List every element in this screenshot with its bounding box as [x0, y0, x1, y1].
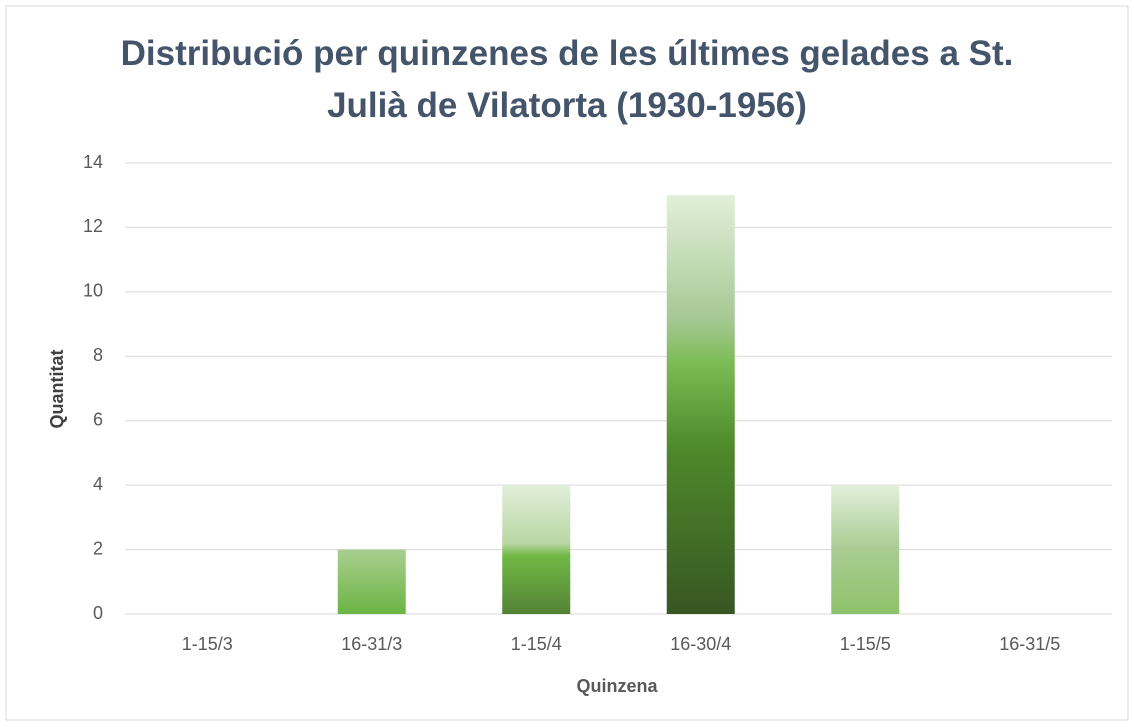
- y-tick-label: 12: [83, 216, 103, 236]
- bar: [666, 195, 735, 614]
- bar: [337, 549, 406, 614]
- x-tick-label: 16-30/4: [670, 634, 731, 654]
- y-axis-label: Quantitat: [47, 349, 67, 428]
- bar: [831, 485, 900, 614]
- y-tick-label: 4: [93, 474, 103, 494]
- x-axis-label: Quinzena: [576, 676, 658, 696]
- y-tick-label: 2: [93, 538, 103, 558]
- chart-border: [5, 5, 1129, 721]
- x-tick-label: 1-15/3: [182, 634, 233, 654]
- x-tick-label: 16-31/3: [341, 634, 402, 654]
- y-tick-label: 8: [93, 345, 103, 365]
- x-tick-label: 1-15/4: [511, 634, 562, 654]
- y-tick-label: 6: [93, 409, 103, 429]
- y-tick-label: 0: [93, 603, 103, 623]
- bar: [502, 485, 571, 614]
- chart-title: Distribució per quinzenes de les últimes…: [120, 34, 1014, 125]
- x-tick-label: 1-15/5: [840, 634, 891, 654]
- y-tick-label: 10: [83, 281, 103, 301]
- y-tick-label: 14: [83, 152, 103, 172]
- x-tick-label: 16-31/5: [999, 634, 1060, 654]
